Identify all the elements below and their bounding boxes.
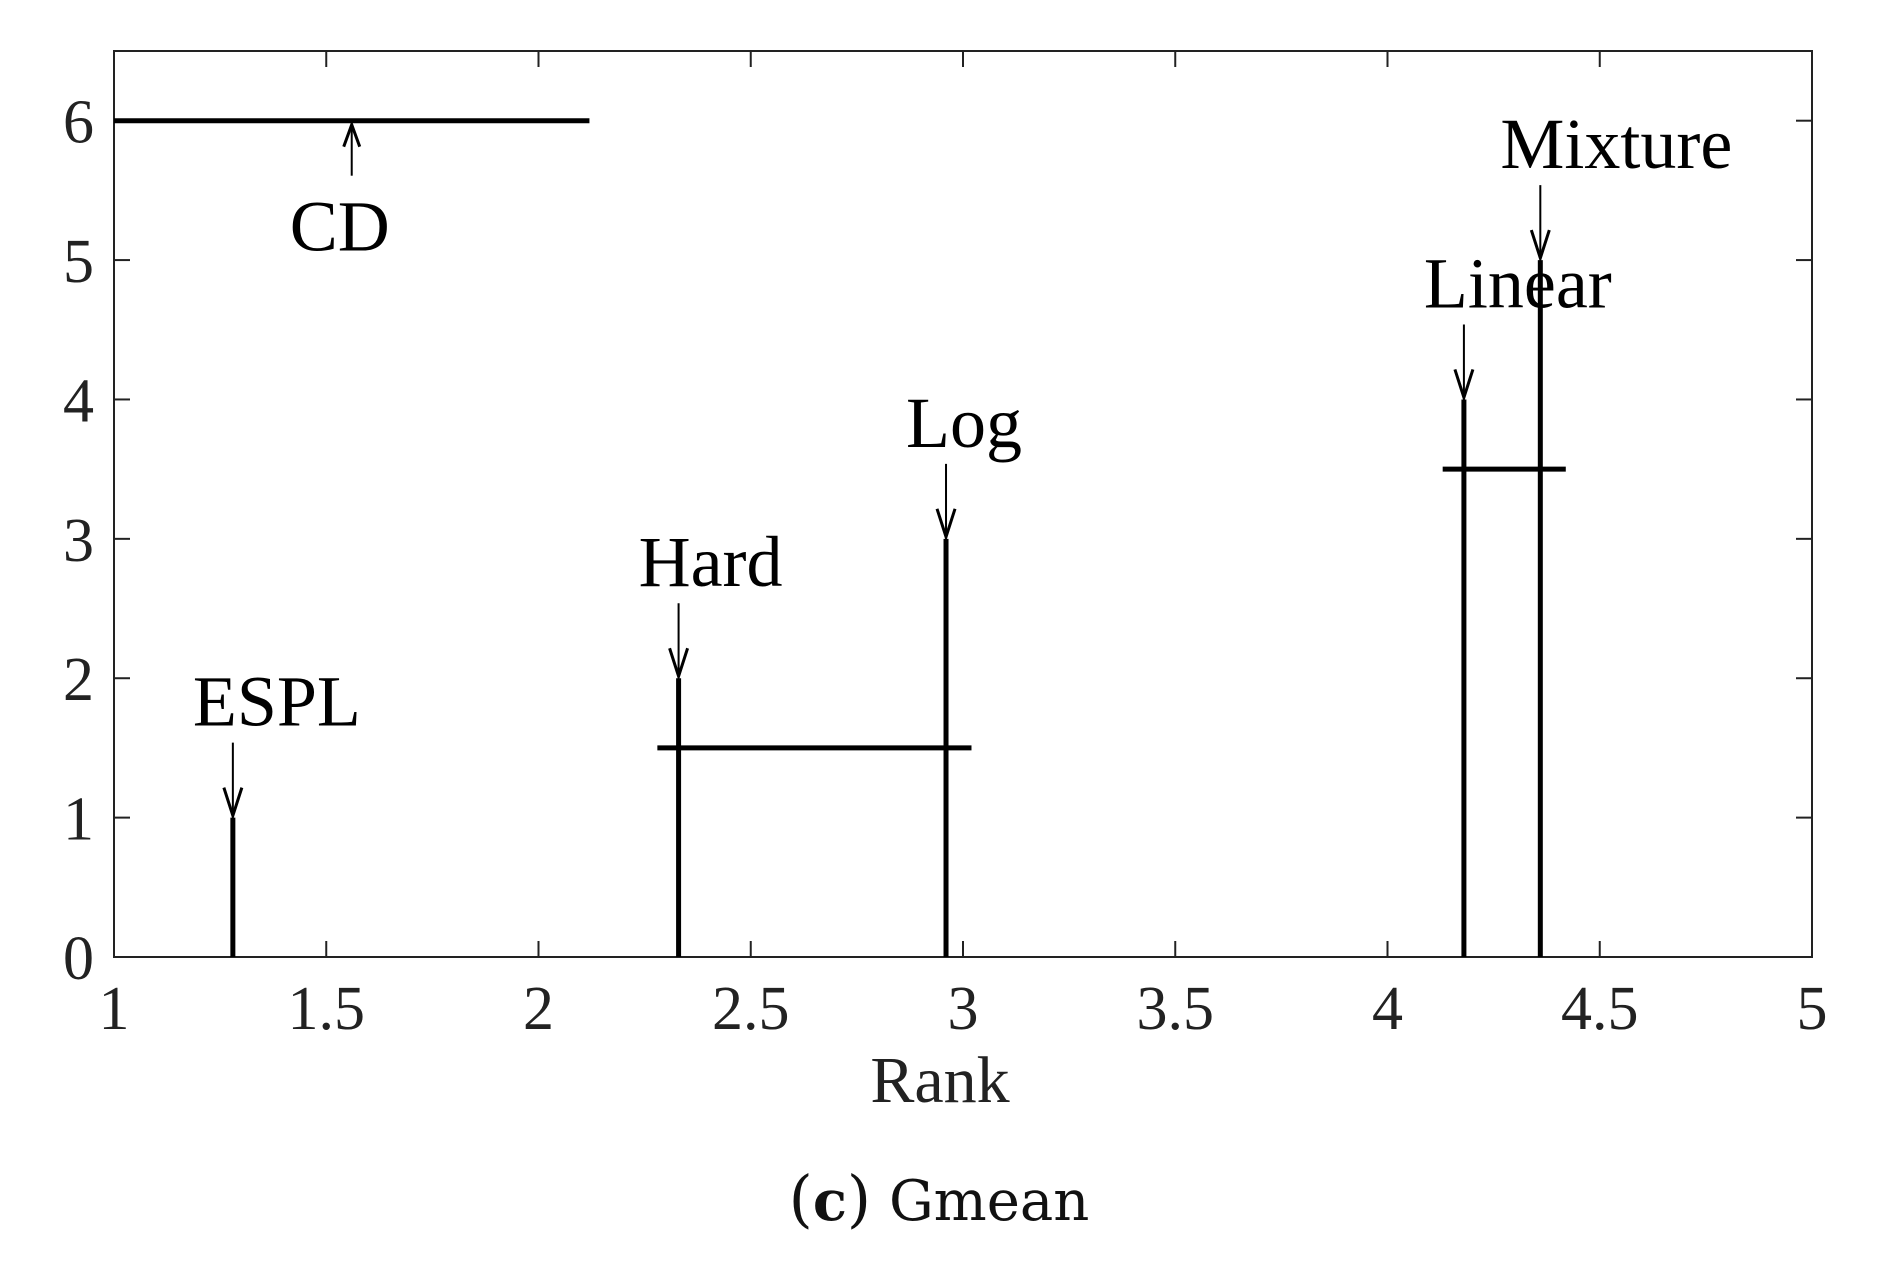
x-tick-label: 1.5 <box>288 975 366 1043</box>
cd-label: CD <box>290 187 390 267</box>
x-axis-label: Rank <box>870 1044 1009 1117</box>
x-tick-label: 2 <box>523 975 554 1043</box>
method-label: Linear <box>1424 243 1612 323</box>
method-arrow-head <box>1453 369 1475 403</box>
method-label: Log <box>906 383 1022 463</box>
method-label: Mixture <box>1500 104 1732 184</box>
caption-tag: c <box>812 1168 847 1234</box>
method-arrow-head <box>1529 229 1551 263</box>
x-tick-label: 1 <box>99 975 130 1043</box>
method-label: ESPL <box>193 662 361 742</box>
x-tick-label: 5 <box>1797 975 1828 1043</box>
y-tick-label: 3 <box>63 507 94 575</box>
chart-marks: CD ESPL Hard Log Linear Mixture <box>114 104 1732 957</box>
x-tick-label: 3.5 <box>1137 975 1215 1043</box>
y-tick-label: 5 <box>63 228 94 296</box>
caption-close-paren: ) <box>846 1162 872 1235</box>
caption-text: Gmean <box>888 1169 1090 1234</box>
y-tick-label: 0 <box>63 925 94 993</box>
y-tick-label: 2 <box>63 646 94 714</box>
cd-arrow-head <box>342 120 362 148</box>
x-tick-label: 4.5 <box>1561 975 1639 1043</box>
method-arrow-head <box>668 647 690 682</box>
x-tick-label: 2.5 <box>712 975 790 1043</box>
caption-open-paren: ( <box>788 1162 813 1235</box>
method-label: Hard <box>639 522 783 602</box>
y-tick-label: 4 <box>63 367 94 435</box>
method-arrow-head <box>935 508 957 542</box>
figure-caption: (c) Gmean <box>0 1162 1878 1235</box>
y-tick-label: 6 <box>63 89 94 157</box>
x-tick-label: 3 <box>948 975 979 1043</box>
y-tick-label: 1 <box>63 786 94 854</box>
method-arrow-head <box>222 787 244 821</box>
x-tick-label: 4 <box>1372 975 1403 1043</box>
